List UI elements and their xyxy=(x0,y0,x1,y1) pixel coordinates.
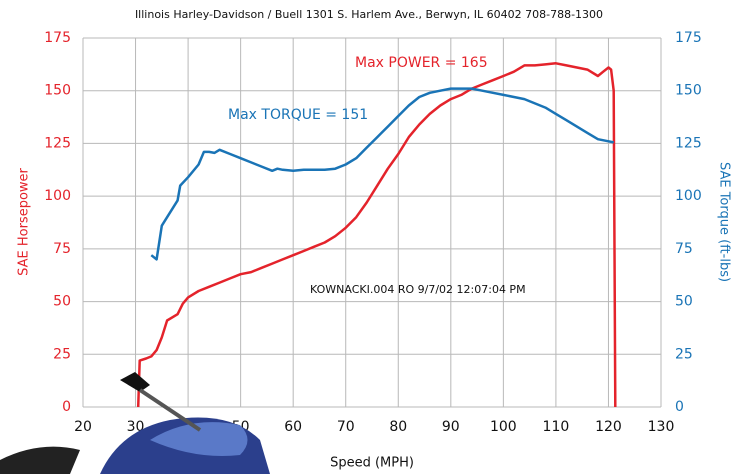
y-tick-label: 125 xyxy=(44,135,71,151)
y-tick-label: 50 xyxy=(53,294,71,310)
y2-tick-label: 125 xyxy=(675,135,702,151)
x-tick-label: 110 xyxy=(543,419,570,435)
y2-tick-label: 150 xyxy=(675,83,702,99)
y-tick-label: 175 xyxy=(44,30,71,46)
annotation: Max TORQUE = 151 xyxy=(228,107,368,123)
chart-title: Illinois Harley-Davidson / Buell 1301 S.… xyxy=(135,8,603,21)
y2-tick-label: 50 xyxy=(675,294,693,310)
x-tick-label: 20 xyxy=(74,419,92,435)
y-tick-label: 100 xyxy=(44,188,71,204)
y-tick-label: 150 xyxy=(44,83,71,99)
y-axis-label: SAE Horsepower xyxy=(17,167,32,275)
y2-tick-label: 25 xyxy=(675,346,693,362)
x-tick-label: 120 xyxy=(595,419,622,435)
y2-tick-label: 75 xyxy=(675,241,693,257)
x-tick-label: 130 xyxy=(648,419,675,435)
annotation: KOWNACKI.004 RO 9/7/02 12:07:04 PM xyxy=(310,283,526,296)
x-axis-label: Speed (MPH) xyxy=(330,456,414,471)
x-tick-label: 70 xyxy=(337,419,355,435)
y2-tick-label: 175 xyxy=(675,30,702,46)
x-tick-label: 90 xyxy=(442,419,460,435)
x-tick-label: 60 xyxy=(284,419,302,435)
y2-axis-label: SAE Torque (ft-lbs) xyxy=(717,162,732,282)
x-tick-label: 100 xyxy=(490,419,517,435)
y-tick-label: 0 xyxy=(62,399,71,415)
annotation: Max POWER = 165 xyxy=(355,55,488,71)
y-tick-label: 25 xyxy=(53,346,71,362)
series-line xyxy=(138,63,615,407)
y-tick-label: 75 xyxy=(53,241,71,257)
y2-tick-label: 100 xyxy=(675,188,702,204)
series-line xyxy=(151,89,613,260)
y2-tick-label: 0 xyxy=(675,399,684,415)
chart: Illinois Harley-Davidson / Buell 1301 S.… xyxy=(0,0,738,474)
x-tick-label: 80 xyxy=(389,419,407,435)
plot-area: 2030405060708090100110120130025507510012… xyxy=(44,30,701,435)
